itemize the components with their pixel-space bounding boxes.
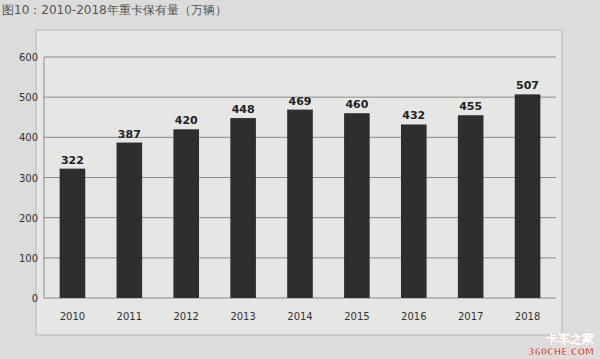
x-tick-label: 2016 [401,311,426,322]
bar [515,94,541,298]
chart-frame [36,30,562,335]
y-tick-label: 500 [19,92,38,103]
y-axis-line [44,57,45,298]
x-tick-label: 2017 [458,311,483,322]
bar [60,169,86,298]
bar [458,115,484,298]
title: 图10：2010-2018年重卡保有量（万辆） [2,3,227,17]
y-tick-label: 400 [19,132,38,143]
bars [60,94,541,298]
grid-line [44,57,556,58]
bar [287,110,313,298]
x-tick-label: 2013 [230,311,255,322]
x-tick-label: 2012 [173,311,198,322]
data-label: 387 [118,128,141,141]
bar [230,118,256,298]
watermark: 360CHE.COM [528,347,594,357]
data-label: 432 [402,109,425,122]
x-tick-label: 2014 [287,311,312,322]
data-label: 420 [175,114,198,127]
bar [117,143,143,298]
x-tick-label: 2010 [60,311,85,322]
data-label: 322 [61,154,84,167]
y-tick-label: 300 [19,173,38,184]
x-tick-label: 2018 [515,311,540,322]
data-label: 448 [232,103,255,116]
data-label: 455 [459,100,482,113]
bar [173,129,199,298]
background [0,0,600,359]
y-tick-label: 600 [19,52,38,63]
watermark: 卡车之家 [545,332,594,346]
chart-root: 图10：2010-2018年重卡保有量（万辆） 0 100 200 300 400 500 6… [0,0,600,359]
y-tick-label: 200 [19,213,38,224]
bar [401,124,427,298]
data-label: 507 [516,79,539,92]
bar [344,113,370,298]
data-label: 460 [345,98,368,111]
data-label: 469 [289,95,312,108]
y-tick-label: 100 [19,253,38,264]
x-tick-label: 2015 [344,311,369,322]
y-tick-label: 0 [32,293,38,304]
x-tick-label: 2011 [117,311,142,322]
